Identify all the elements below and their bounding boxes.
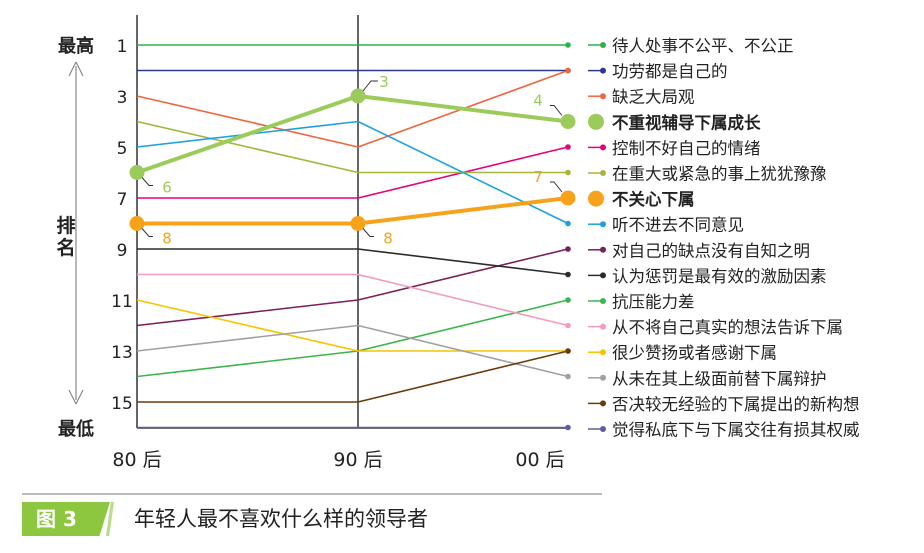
y-arrow-up-head xyxy=(68,61,84,77)
legend-label: 从未在其上级面前替下属辩护 xyxy=(612,369,827,388)
data-label: 6 xyxy=(162,179,172,197)
series-line xyxy=(136,299,569,378)
data-label: 8 xyxy=(383,230,393,248)
series-point xyxy=(129,165,145,180)
legend-marker-dot xyxy=(600,93,606,100)
legend-label: 抗压能力差 xyxy=(612,293,695,312)
y-tick-label: 7 xyxy=(117,190,128,210)
data-label-leader xyxy=(141,177,153,186)
legend-label: 待人处事不公平、不公正 xyxy=(612,37,794,56)
series-line xyxy=(137,146,569,199)
legend-label: 认为惩罚是最有效的激励因素 xyxy=(612,267,827,286)
legend-label: 功劳都是自己的 xyxy=(612,62,728,81)
series-end-dot xyxy=(565,220,571,227)
caption-divider xyxy=(22,493,602,495)
legend-label: 缺乏大局观 xyxy=(612,88,695,107)
legend-marker-dot xyxy=(600,144,606,151)
series-line xyxy=(136,248,569,327)
legend-marker xyxy=(588,113,604,130)
legend-marker-dot xyxy=(600,42,606,48)
series-end-dot xyxy=(565,424,571,431)
legend-marker-dot xyxy=(600,426,606,432)
legend-label: 在重大或紧急的事上犹犹豫豫 xyxy=(612,165,827,184)
y-axis-label-char: 排 xyxy=(56,214,75,237)
y-tick-label: 15 xyxy=(111,394,133,414)
figure-badge: 图 3 xyxy=(22,502,110,536)
series-line xyxy=(136,94,569,175)
series-end-dot xyxy=(565,67,571,74)
legend-label: 从不将自己真实的想法告诉下属 xyxy=(612,318,843,337)
series-line xyxy=(137,350,569,403)
data-label-leader xyxy=(362,80,378,92)
series-line xyxy=(136,120,569,225)
legend-marker-dot xyxy=(600,67,606,74)
legend-label: 很少赞扬或者感谢下属 xyxy=(612,344,777,363)
data-label: 4 xyxy=(533,92,543,110)
series-line xyxy=(137,248,569,276)
y-tick-label: 9 xyxy=(117,241,128,261)
data-label-leader xyxy=(141,228,153,237)
legend-label: 觉得私底下与下属交往有损其权威 xyxy=(612,421,860,440)
data-label: 3 xyxy=(379,73,389,91)
series-line xyxy=(137,273,569,327)
y-tick-label: 13 xyxy=(111,343,133,363)
legend-label: 不关心下属 xyxy=(612,189,695,209)
series-end-dot xyxy=(565,246,571,252)
y-tick-label: 1 xyxy=(117,37,128,57)
series-end-dot xyxy=(565,322,571,329)
data-label-leader xyxy=(362,228,374,237)
series-point xyxy=(129,216,145,231)
legend-marker-dot xyxy=(600,323,606,330)
y-tick-label: 3 xyxy=(117,88,128,108)
legend-marker-dot xyxy=(600,400,606,407)
data-label: 7 xyxy=(533,168,543,186)
legend-label: 否决较无经验的下属提出的新构想 xyxy=(612,395,860,414)
legend-marker-dot xyxy=(600,170,606,176)
data-label: 8 xyxy=(162,230,172,248)
y-tick-label: 5 xyxy=(117,139,128,159)
series-line xyxy=(136,69,569,148)
series-point xyxy=(560,190,576,206)
legend-marker-dot xyxy=(600,349,606,356)
data-label-leader xyxy=(550,181,563,193)
legend-marker-dot xyxy=(600,246,606,253)
y-arrow-down-head xyxy=(68,389,84,405)
x-tick-label: 90 后 xyxy=(333,449,382,471)
x-tick-label: 80 后 xyxy=(112,449,161,471)
series-end-dot xyxy=(565,42,571,48)
series-end-dot xyxy=(565,297,571,303)
series-line xyxy=(136,299,568,352)
legend-marker-dot xyxy=(600,374,606,381)
series-end-dot xyxy=(565,348,571,354)
figure-caption: 年轻人最不喜欢什么样的领导者 xyxy=(134,507,428,531)
legend-label: 不重视辅导下属成长 xyxy=(612,112,761,132)
series-end-dot xyxy=(565,144,571,150)
series-line xyxy=(136,324,569,378)
y-top-label: 最高 xyxy=(58,35,94,57)
series-end-dot xyxy=(565,169,571,176)
legend-label: 听不进去不同意见 xyxy=(612,216,744,235)
data-label-leader xyxy=(550,105,563,116)
series-line xyxy=(136,120,568,174)
series-point xyxy=(560,114,576,129)
y-tick-label: 11 xyxy=(111,292,133,312)
legend-marker-dot xyxy=(600,221,606,228)
y-bottom-label: 最低 xyxy=(58,418,94,440)
series-point xyxy=(350,216,366,231)
legend-marker xyxy=(588,190,604,207)
legend-label: 控制不好自己的情绪 xyxy=(612,139,761,158)
legend-marker-dot xyxy=(600,298,606,304)
series-end-dot xyxy=(565,271,571,278)
x-tick-label: 00 后 xyxy=(515,449,564,471)
figure-badge-slash xyxy=(106,502,114,536)
y-axis-label-char: 名 xyxy=(56,236,75,259)
series-point xyxy=(350,88,366,104)
legend-marker-dot xyxy=(600,272,606,279)
series-end-dot xyxy=(565,373,571,380)
legend-label: 对自己的缺点没有自知之明 xyxy=(612,241,810,260)
